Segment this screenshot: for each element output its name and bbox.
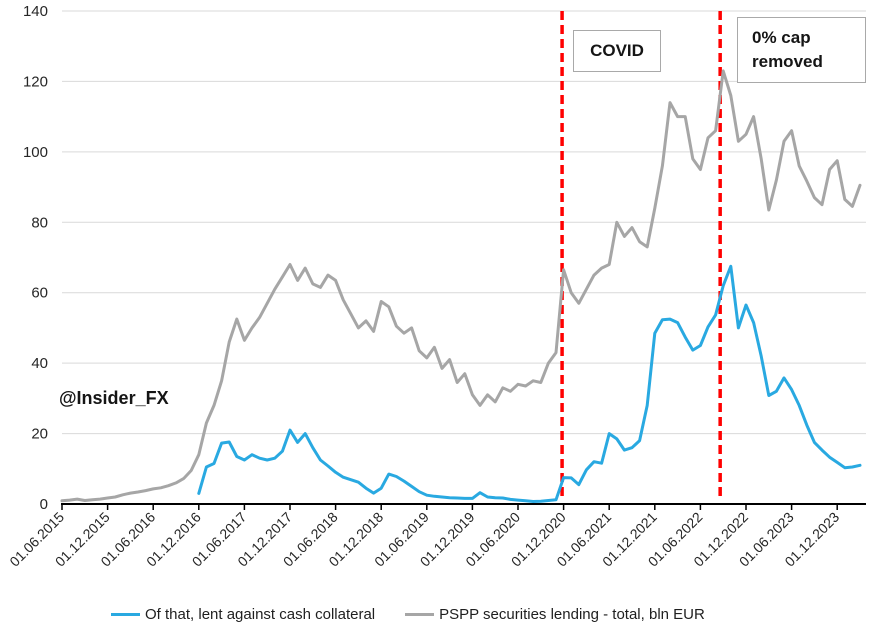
cap-removed-annotation-label: 0% cap removed bbox=[752, 28, 823, 71]
cap-removed-annotation-box: 0% cap removed bbox=[737, 17, 866, 83]
legend-item-pspp-total: PSPP securities lending - total, bln EUR bbox=[405, 606, 705, 623]
legend-line-blue-icon bbox=[111, 613, 140, 616]
y-tick-label: 0 bbox=[40, 496, 48, 513]
legend-label-cash-collateral: Of that, lent against cash collateral bbox=[145, 606, 376, 623]
legend-line-gray-icon bbox=[405, 613, 435, 616]
y-tick-label: 60 bbox=[31, 285, 48, 302]
y-tick-label: 100 bbox=[23, 144, 48, 161]
series-line-pspp-total bbox=[60, 69, 862, 503]
series-line-cash-collateral bbox=[197, 264, 862, 503]
y-tick-label: 120 bbox=[23, 73, 48, 90]
y-tick-label: 80 bbox=[31, 214, 48, 231]
y-tick-label: 20 bbox=[31, 426, 48, 443]
watermark: @Insider_FX bbox=[59, 388, 169, 408]
covid-annotation-label: COVID bbox=[590, 41, 644, 60]
legend: Of that, lent against cash collateral PS… bbox=[111, 606, 705, 623]
y-tick-label: 140 bbox=[23, 3, 48, 20]
covid-annotation-box: COVID bbox=[573, 30, 661, 72]
legend-label-pspp-total: PSPP securities lending - total, bln EUR bbox=[439, 606, 705, 623]
legend-item-cash-collateral: Of that, lent against cash collateral bbox=[111, 606, 375, 623]
y-tick-label: 40 bbox=[31, 355, 48, 372]
